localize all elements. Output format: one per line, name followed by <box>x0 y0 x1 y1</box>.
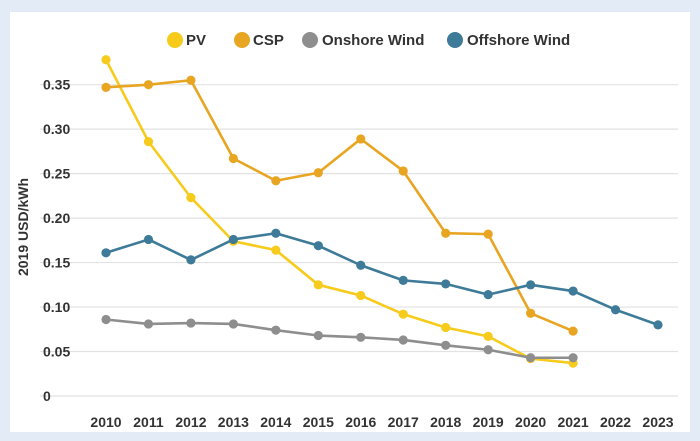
data-point <box>526 280 536 290</box>
data-point <box>143 319 154 329</box>
data-point <box>101 248 111 258</box>
data-point <box>398 275 408 285</box>
x-tick-label: 2021 <box>557 414 588 430</box>
x-tick-label: 2016 <box>345 414 376 430</box>
data-point <box>186 75 196 85</box>
data-point <box>271 176 281 186</box>
data-point <box>483 229 493 239</box>
y-tick-label: 0.10 <box>43 299 70 315</box>
data-point <box>186 318 196 328</box>
data-point <box>186 255 196 265</box>
data-point <box>398 335 408 345</box>
data-point <box>568 286 578 296</box>
data-point <box>143 137 154 147</box>
x-axis-ticks: 2010 2011 2012 2013 2014 2015 2016 2017 2018 2019… <box>90 414 673 430</box>
y-axis-ticks: 0 0.05 0.10 0.15 0.20 0.25 0.30 0.35 <box>43 77 70 404</box>
legend: PV CSP Onshore Wind Offshore Wind <box>167 32 570 49</box>
data-point <box>313 330 323 341</box>
x-tick-label: 2014 <box>260 414 291 430</box>
data-point <box>568 353 578 363</box>
x-tick-label: 2012 <box>175 414 206 430</box>
x-tick-label: 2017 <box>388 414 419 430</box>
data-point <box>356 260 366 270</box>
data-point <box>228 234 238 245</box>
x-tick-label: 2013 <box>218 414 249 430</box>
data-point <box>356 332 366 342</box>
legend-marker <box>234 32 250 48</box>
data-point <box>228 153 238 164</box>
y-tick-label: 0.35 <box>43 77 70 93</box>
data-point <box>441 340 451 350</box>
data-point <box>101 82 111 92</box>
data-point <box>143 80 154 90</box>
legend-label: Offshore Wind <box>467 32 570 49</box>
x-tick-label: 2015 <box>303 414 334 430</box>
data-point <box>271 325 281 335</box>
x-tick-label: 2022 <box>600 414 631 430</box>
x-tick-label: 2023 <box>642 414 673 430</box>
data-point <box>101 55 111 65</box>
line-chart: 00.050.100.150.200.250.300.35 2010 2011 20… <box>15 32 678 430</box>
series-onshore-wind <box>101 314 578 363</box>
y-tick-label: 0 <box>43 388 51 404</box>
data-point <box>143 234 154 245</box>
data-point <box>568 326 578 336</box>
data-point <box>483 290 493 300</box>
legend-marker <box>302 32 318 48</box>
x-tick-label: 2010 <box>90 414 121 430</box>
series-csp <box>101 75 578 336</box>
x-tick-label: 2011 <box>133 414 164 430</box>
chart-panel: 0 0.05 0.10 0.15 0.20 0.25 0.30 0.35 2010 2011 20… <box>10 12 690 432</box>
data-point <box>483 345 493 355</box>
x-tick-label: 2019 <box>473 414 504 430</box>
data-point <box>271 228 281 238</box>
series-line <box>105 231 659 327</box>
y-tick-label: 0.15 <box>43 255 70 271</box>
data-point <box>610 305 621 315</box>
y-tick-label: 0.20 <box>43 210 70 226</box>
data-point <box>653 320 663 330</box>
series-lines <box>101 55 663 368</box>
y-tick-label: 0.05 <box>43 344 70 360</box>
data-point <box>526 308 536 318</box>
data-point <box>186 193 196 203</box>
legend-label: Onshore Wind <box>322 32 424 49</box>
data-point <box>441 322 451 333</box>
series-offshore-wind <box>101 228 663 330</box>
data-point <box>313 168 323 178</box>
y-axis-title: 2019 USD/kWh <box>15 178 31 276</box>
series-pv <box>101 55 578 368</box>
data-point <box>271 245 281 255</box>
legend-label: CSP <box>253 32 284 49</box>
data-point <box>398 166 408 176</box>
grid-lines <box>40 84 678 397</box>
data-point <box>483 331 493 342</box>
data-point <box>441 279 451 289</box>
series-line <box>105 318 574 360</box>
data-point <box>398 309 408 319</box>
x-tick-label: 2020 <box>515 414 546 430</box>
legend-label: PV <box>186 32 206 49</box>
data-point <box>441 228 451 238</box>
data-point <box>313 241 323 251</box>
data-point <box>228 319 238 329</box>
y-tick-label: 0.30 <box>43 121 70 137</box>
data-point <box>356 290 366 301</box>
x-tick-label: 2018 <box>430 414 461 430</box>
legend-marker <box>167 32 183 48</box>
series-line <box>104 59 574 365</box>
series-line <box>105 78 574 333</box>
y-tick-label: 0.25 <box>43 166 70 182</box>
data-point <box>526 353 536 363</box>
legend-marker <box>447 32 463 48</box>
data-point <box>101 314 111 325</box>
data-point <box>356 134 366 144</box>
data-point <box>313 280 323 290</box>
